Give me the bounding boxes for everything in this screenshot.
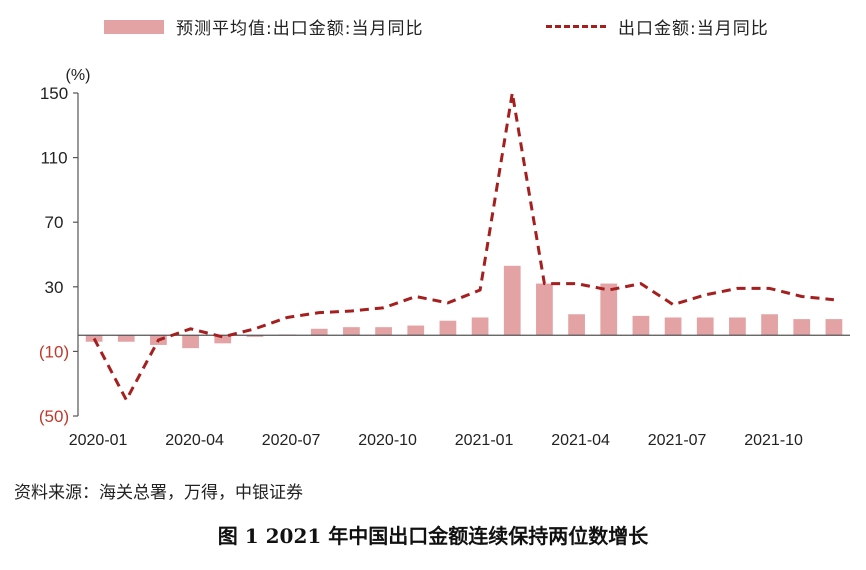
x-tick-label: 2021-07 [648, 432, 707, 449]
y-tick-label: (10) [39, 342, 69, 361]
legend-bar-label: 预测平均值:出口金额:当月同比 [176, 19, 424, 39]
y-tick-label: 70 [45, 213, 64, 232]
x-tick-label: 2021-10 [744, 432, 803, 449]
x-tick-label: 2020-04 [165, 432, 224, 449]
bar-2020-09 [343, 327, 360, 336]
legend-line-label: 出口金额:当月同比 [618, 19, 769, 39]
bar-2021-05 [600, 283, 618, 336]
bar-2021-04 [568, 314, 585, 336]
bar-2020-01 [85, 335, 103, 342]
x-tick-label: 2021-04 [551, 432, 610, 449]
bar-2020-12 [439, 320, 457, 336]
bar-2021-11 [793, 319, 811, 336]
x-tick-label: 2020-07 [262, 432, 321, 449]
bar-2021-06 [632, 315, 650, 336]
bar-2021-07 [664, 317, 682, 336]
bar-2020-10 [375, 327, 392, 336]
legend-item-line[interactable]: 出口金额:当月同比 [546, 14, 769, 39]
bar-2020-02 [117, 335, 135, 342]
y-axis: 150 110 70 30 (10) (50) [39, 84, 79, 426]
source-note: 资料来源：海关总署，万得，中银证券 [14, 483, 303, 503]
legend-item-bar[interactable]: 预测平均值:出口金额:当月同比 [104, 14, 423, 39]
bar-2021-10 [761, 314, 778, 336]
x-tick-label: 2020-10 [358, 432, 417, 449]
y-tick-label: 110 [40, 149, 67, 168]
x-tick-label: 2021-01 [455, 432, 514, 449]
bar-2021-12 [825, 319, 843, 336]
legend-line-swatch [546, 25, 606, 28]
y-tick-label: 30 [45, 278, 64, 297]
bar-2021-02 [503, 265, 521, 336]
bar-2021-03 [536, 283, 553, 336]
figure-caption: 图 1 2021 年中国出口金额连续保持两位数增长 [217, 524, 649, 548]
bar-2021-01 [471, 317, 489, 336]
bar-2020-11 [407, 325, 425, 336]
bar-2020-05 [214, 335, 232, 344]
x-axis: 2020-01 2020-04 2020-07 2020-10 2021-01 2021-… [69, 432, 803, 449]
bar-2020-04 [182, 335, 199, 349]
y-tick-label: 150 [40, 84, 68, 103]
line-series [92, 91, 835, 402]
y-tick-label: (50) [39, 407, 69, 426]
x-tick-label: 2020-01 [69, 432, 128, 449]
y-axis-unit-label: (%) [66, 67, 91, 84]
legend: 预测平均值:出口金额:当月同比 出口金额:当月同比 [0, 14, 866, 40]
legend-bar-swatch [104, 19, 164, 34]
bar-2021-09 [729, 317, 746, 336]
bar-2020-06 [246, 335, 264, 337]
bar-series [85, 265, 843, 349]
bar-2020-08 [310, 328, 328, 336]
bar-2021-08 [696, 317, 714, 336]
